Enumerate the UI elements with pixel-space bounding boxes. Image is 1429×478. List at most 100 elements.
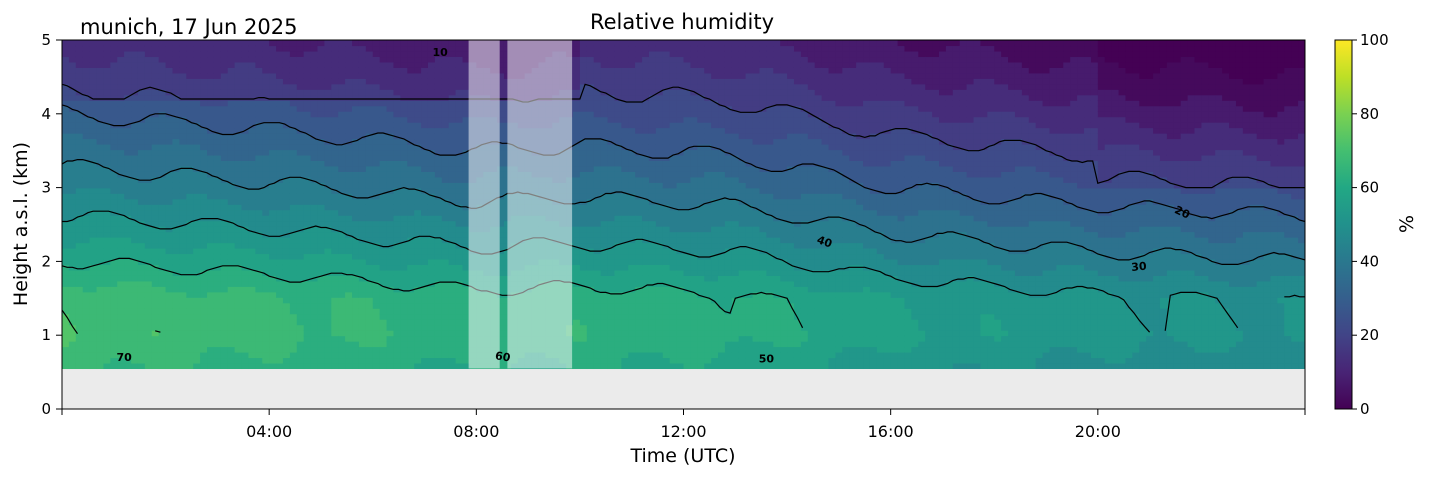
- rh-cell: [441, 346, 450, 353]
- rh-cell: [269, 72, 277, 79]
- rh-cell: [448, 176, 457, 183]
- rh-cell: [289, 83, 298, 90]
- rh-cell: [276, 56, 284, 63]
- rh-cell: [255, 116, 263, 123]
- rh-cell: [276, 264, 284, 271]
- rh-cell: [213, 83, 222, 90]
- rh-cell: [379, 193, 388, 200]
- rh-cell: [220, 220, 229, 227]
- rh-cell: [310, 258, 319, 266]
- rh-cell: [358, 319, 367, 326]
- rh-cell: [220, 138, 229, 145]
- rh-cell: [310, 253, 319, 260]
- rh-cell: [393, 291, 401, 298]
- rh-cell: [607, 61, 616, 68]
- rh-cell: [110, 171, 118, 178]
- rh-cell: [414, 362, 422, 370]
- rh-cell: [124, 127, 132, 134]
- rh-cell: [434, 258, 443, 266]
- rh-cell: [427, 198, 436, 205]
- rh-cell: [137, 193, 146, 200]
- rh-cell: [455, 215, 464, 222]
- rh-cell: [303, 237, 312, 244]
- rh-cell: [82, 258, 91, 266]
- rh-cell: [593, 253, 602, 260]
- rh-cell: [262, 215, 270, 222]
- rh-cell: [172, 154, 180, 162]
- rh-cell: [462, 122, 471, 129]
- rh-cell: [68, 286, 77, 293]
- rh-cell: [434, 133, 443, 140]
- rh-cell: [89, 242, 98, 249]
- rh-cell: [331, 297, 339, 304]
- rh-cell: [628, 198, 636, 205]
- rh-cell: [331, 226, 339, 233]
- rh-cell: [338, 83, 346, 90]
- rh-cell: [179, 50, 187, 58]
- rh-cell: [62, 122, 70, 129]
- rh-cell: [358, 56, 367, 63]
- rh-cell: [289, 149, 298, 156]
- rh-cell: [82, 111, 91, 118]
- rh-cell: [262, 61, 270, 68]
- rh-cell: [289, 78, 298, 85]
- rh-cell: [186, 351, 194, 359]
- rh-cell: [131, 357, 139, 364]
- rh-cell: [407, 209, 415, 216]
- rh-cell: [131, 50, 139, 58]
- rh-cell: [345, 176, 353, 183]
- rh-cell: [68, 154, 77, 162]
- rh-cell: [186, 182, 194, 189]
- rh-cell: [386, 50, 395, 58]
- rh-cell: [579, 302, 588, 309]
- rh-cell: [393, 198, 401, 205]
- rh-cell: [331, 176, 339, 183]
- rh-cell: [324, 286, 332, 293]
- rh-cell: [427, 67, 436, 74]
- rh-cell: [68, 171, 77, 178]
- rh-cell: [255, 171, 263, 178]
- rh-cell: [434, 78, 443, 85]
- rh-cell: [89, 116, 98, 123]
- rh-cell: [400, 78, 408, 85]
- rh-cell: [607, 215, 616, 222]
- rh-cell: [255, 362, 263, 370]
- rh-cell: [282, 83, 291, 90]
- rh-cell: [103, 154, 111, 162]
- rh-cell: [372, 193, 381, 200]
- rh-cell: [614, 280, 622, 287]
- rh-cell: [282, 204, 291, 211]
- rh-cell: [75, 346, 84, 353]
- rh-cell: [324, 111, 332, 118]
- rh-cell: [220, 302, 229, 309]
- rh-cell: [200, 100, 208, 107]
- rh-cell: [414, 231, 422, 238]
- rh-cell: [573, 357, 581, 364]
- rh-cell: [62, 94, 70, 101]
- rh-cell: [165, 324, 174, 331]
- rh-cell: [186, 341, 194, 348]
- rh-cell: [213, 165, 222, 172]
- rh-cell: [193, 351, 201, 359]
- rh-cell: [407, 330, 415, 337]
- rh-cell: [497, 72, 505, 79]
- rh-cell: [227, 247, 236, 255]
- rh-cell: [455, 313, 464, 320]
- rh-cell: [303, 160, 312, 167]
- rh-cell: [193, 154, 201, 162]
- rh-cell: [593, 302, 602, 309]
- rh-cell: [82, 165, 91, 172]
- rh-cell: [600, 220, 609, 227]
- rh-cell: [289, 50, 298, 58]
- rh-cell: [421, 182, 429, 189]
- rh-cell: [207, 362, 215, 370]
- rh-cell: [352, 269, 360, 276]
- rh-cell: [628, 351, 636, 359]
- rh-cell: [193, 242, 201, 249]
- rh-cell: [137, 346, 146, 353]
- rh-cell: [151, 280, 160, 287]
- rh-cell: [207, 187, 215, 194]
- rh-cell: [573, 116, 581, 123]
- rh-cell: [628, 346, 636, 353]
- rh-cell: [579, 176, 588, 183]
